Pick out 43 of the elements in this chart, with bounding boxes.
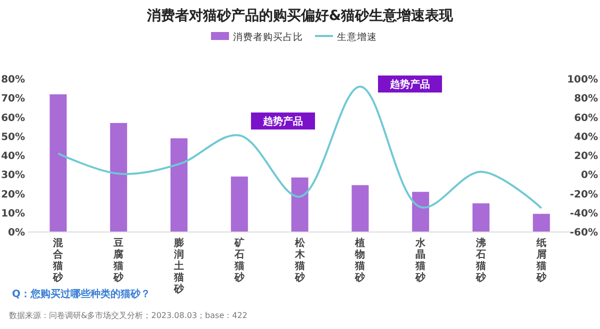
y2-tick-label: 100% [567,74,598,86]
y-tick-label: 40% [1,151,25,162]
y-tick-label: 60% [1,112,25,124]
x-tick-label: 矿石猫砂 [233,237,246,284]
y-tick-label: 10% [1,208,25,220]
x-tick-label: 植物猫砂 [354,237,366,284]
x-tick-label: 混合猫砂 [52,237,64,284]
y2-tick-label: -60% [570,228,598,238]
y-tick-label: 20% [1,189,25,200]
y2-tick-label: 40% [574,132,598,143]
y-tick-label: 80% [1,74,25,86]
y-tick-label: 50% [1,132,25,143]
source-note: 数据来源：问卷调研&多市场交叉分析；2023.08.03；base：422 [9,311,248,320]
text: Q：您购买过哪些种类的猫砂？ [12,288,151,300]
bar [110,122,128,232]
bar [472,203,490,232]
annotation: 趋势产品 [389,78,430,90]
chart-title: 消费者对猫砂产品的购买偏好&猫砂生意增速表现 [146,7,454,24]
bar [230,176,248,232]
annotation: 趋势产品 [262,116,303,128]
bar [50,94,67,232]
y2-tick-label: 0% [581,170,598,182]
bar [291,177,308,232]
y-tick-label: 0% [8,228,25,238]
x-tick-label: 沸石猫砂 [475,237,487,284]
x-tick-label: 膨润土猫砂 [173,237,185,295]
x-tick-label: 豆腐猫砂 [112,237,125,284]
y2-tick-label: 20% [574,151,598,162]
y2-tick-label: 80% [574,94,598,105]
bar [170,138,188,232]
legend-label: 消费者购买占比 [233,31,303,43]
x-tick-label: 水晶猫砂 [414,237,427,284]
y-tick-label: 30% [1,170,25,182]
bar [412,192,430,232]
y2-tick-label: 60% [574,112,598,124]
x-tick-label: 纸屑猫砂 [535,237,548,284]
legend-label: 生意增速 [337,31,377,43]
y-tick-label: 70% [1,94,25,105]
x-tick-label: 松木猫砂 [294,237,306,284]
bar [352,185,369,232]
y2-tick-label: -20% [570,189,598,200]
bar [532,214,550,232]
y2-tick-label: -40% [570,208,598,220]
